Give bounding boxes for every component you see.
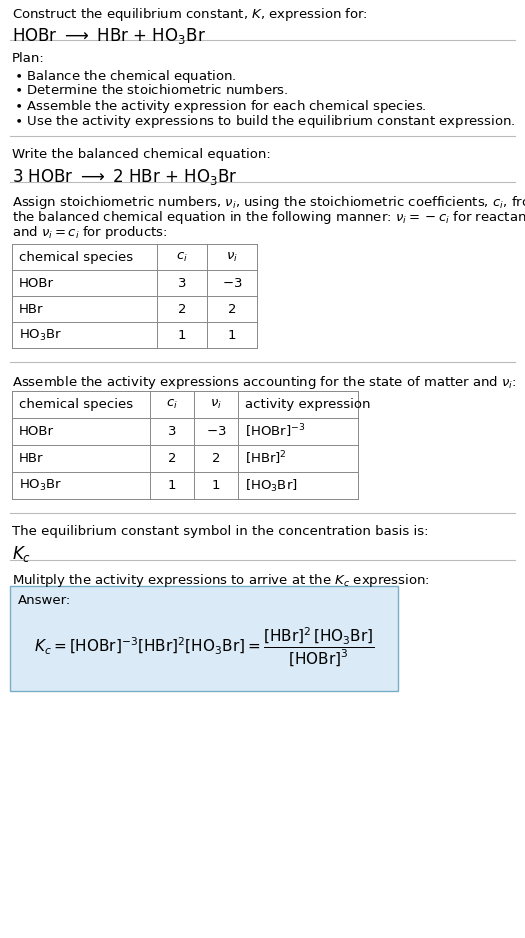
Text: 2: 2 [178,302,186,315]
Text: $\bullet$ Use the activity expressions to build the equilibrium constant express: $\bullet$ Use the activity expressions t… [14,113,516,130]
Text: $c_i$: $c_i$ [166,398,178,411]
Text: chemical species: chemical species [19,398,133,411]
Text: $\bullet$ Assemble the activity expression for each chemical species.: $\bullet$ Assemble the activity expressi… [14,98,427,115]
Text: $K_c = [\mathrm{HOBr}]^{-3}[\mathrm{HBr}]^{2}[\mathrm{HO_3Br}] = \dfrac{[\mathrm: $K_c = [\mathrm{HOBr}]^{-3}[\mathrm{HBr}… [34,626,374,668]
Text: HBr: HBr [19,302,44,315]
Text: $[\mathrm{HO_3Br}]$: $[\mathrm{HO_3Br}]$ [245,477,298,493]
Text: chemical species: chemical species [19,250,133,264]
Text: 1: 1 [178,328,186,341]
Text: 1: 1 [168,479,176,492]
Text: Write the balanced chemical equation:: Write the balanced chemical equation: [12,148,271,161]
Text: 3: 3 [178,277,186,290]
Text: $c_i$: $c_i$ [176,250,188,264]
Text: HOBr: HOBr [19,277,54,290]
Text: Plan:: Plan: [12,52,45,65]
Text: HO$_3$Br: HO$_3$Br [19,478,62,493]
Text: $\bullet$ Balance the chemical equation.: $\bullet$ Balance the chemical equation. [14,68,236,85]
Text: $\bullet$ Determine the stoichiometric numbers.: $\bullet$ Determine the stoichiometric n… [14,83,289,97]
Text: Assemble the activity expressions accounting for the state of matter and $\nu_i$: Assemble the activity expressions accoun… [12,374,517,391]
Text: $[\mathrm{HBr}]^{2}$: $[\mathrm{HBr}]^{2}$ [245,449,287,467]
Text: $[\mathrm{HOBr}]^{-3}$: $[\mathrm{HOBr}]^{-3}$ [245,423,306,440]
Text: 1: 1 [212,479,220,492]
Text: $-3$: $-3$ [222,277,242,290]
Text: Construct the equilibrium constant, $K$, expression for:: Construct the equilibrium constant, $K$,… [12,6,368,23]
Text: Assign stoichiometric numbers, $\nu_i$, using the stoichiometric coefficients, $: Assign stoichiometric numbers, $\nu_i$, … [12,194,525,211]
Text: 3 HOBr $\longrightarrow$ 2 HBr + HO$_3$Br: 3 HOBr $\longrightarrow$ 2 HBr + HO$_3$B… [12,167,237,187]
Text: 2: 2 [212,452,220,465]
Text: Mulitply the activity expressions to arrive at the $K_c$ expression:: Mulitply the activity expressions to arr… [12,572,430,589]
Text: $\nu_i$: $\nu_i$ [210,398,222,411]
Text: HOBr $\longrightarrow$ HBr + HO$_3$Br: HOBr $\longrightarrow$ HBr + HO$_3$Br [12,26,206,46]
Text: $\nu_i$: $\nu_i$ [226,250,238,264]
Text: 2: 2 [228,302,236,315]
Text: the balanced chemical equation in the following manner: $\nu_i = -c_i$ for react: the balanced chemical equation in the fo… [12,209,525,226]
Text: $K_c$: $K_c$ [12,544,31,564]
Text: Answer:: Answer: [18,594,71,607]
Text: HOBr: HOBr [19,425,54,438]
Text: HO$_3$Br: HO$_3$Br [19,327,62,342]
Text: activity expression: activity expression [245,398,371,411]
Text: 2: 2 [168,452,176,465]
Text: The equilibrium constant symbol in the concentration basis is:: The equilibrium constant symbol in the c… [12,525,428,538]
Text: $-3$: $-3$ [206,425,226,438]
Text: HBr: HBr [19,452,44,465]
FancyBboxPatch shape [10,586,398,691]
Text: and $\nu_i = c_i$ for products:: and $\nu_i = c_i$ for products: [12,224,167,241]
Text: 1: 1 [228,328,236,341]
Text: 3: 3 [168,425,176,438]
